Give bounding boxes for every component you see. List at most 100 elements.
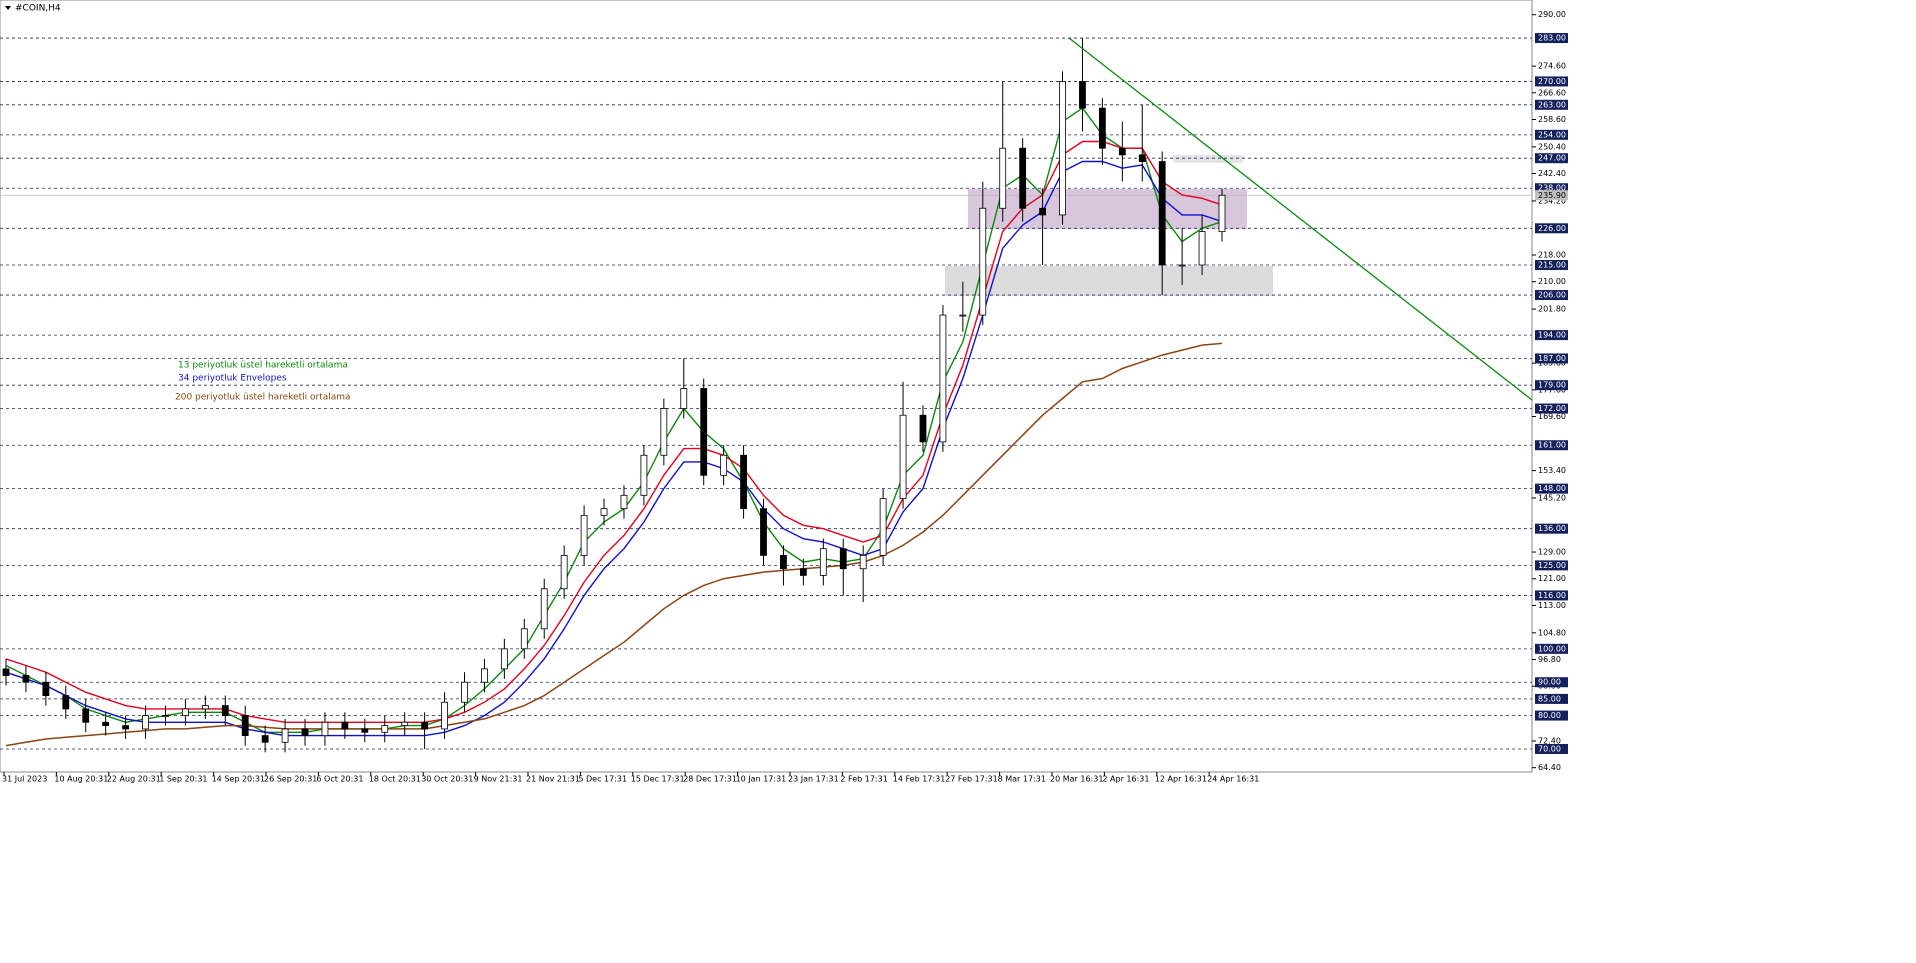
- candle-body: [1039, 207, 1046, 216]
- y-tick-label: 145.20: [1538, 493, 1566, 502]
- legend-entry: 34 periyotluk Envelopes: [178, 374, 287, 384]
- candle-body: [62, 695, 70, 710]
- level-label: 70.00: [1538, 744, 1561, 753]
- level-label-bg: [1535, 560, 1568, 571]
- level-label: 85.00: [1538, 694, 1561, 703]
- x-tick-label: 20 Mar 16:31: [1050, 775, 1103, 784]
- menu-arrow: [5, 6, 11, 10]
- level-label-bg: [1535, 403, 1568, 414]
- candle-body: [241, 715, 249, 737]
- x-tick-label: 30 Oct 20:31: [421, 775, 473, 784]
- y-tick-label: 258.60: [1538, 115, 1566, 124]
- candle-body: [700, 388, 708, 476]
- x-tick-label: 2 Apr 16:31: [1102, 775, 1149, 784]
- x-tick-label: 24 Apr 16:31: [1207, 775, 1259, 784]
- candle-body: [1178, 264, 1186, 267]
- x-tick-label: 12 Apr 16:31: [1155, 775, 1207, 784]
- y-tick-label: 290.00: [1538, 10, 1566, 19]
- x-tick-label: 21 Nov 21:31: [526, 775, 580, 784]
- level-label-bg: [1535, 590, 1568, 601]
- x-tick-label: 28 Dec 17:31: [683, 775, 737, 784]
- candle-body: [540, 588, 548, 630]
- level-label: 179.00: [1538, 381, 1566, 390]
- x-tick-label: 2 Feb 17:31: [840, 775, 887, 784]
- y-tick-label: 121.00: [1538, 574, 1566, 583]
- zone: [1173, 155, 1243, 163]
- level-label: 238.00: [1538, 184, 1566, 193]
- x-tick-label: 10 Aug 20:31: [54, 775, 108, 784]
- y-tick-label: 218.00: [1538, 250, 1566, 259]
- level-label: 215.00: [1538, 261, 1566, 270]
- candle-body: [1098, 107, 1106, 149]
- level-label: 263.00: [1538, 100, 1566, 109]
- level-label: 247.00: [1538, 154, 1566, 163]
- level-label-bg: [1535, 380, 1568, 391]
- level-label-bg: [1535, 523, 1568, 534]
- level-label-bg: [1535, 330, 1568, 341]
- candle-body: [1059, 81, 1066, 216]
- level-label-bg: [1535, 710, 1568, 721]
- x-tick-label: 14 Feb 17:31: [893, 775, 945, 784]
- x-tick-label: 10 Jan 17:31: [736, 775, 787, 784]
- ma-line: [5, 342, 1223, 747]
- candle-body: [321, 721, 329, 737]
- candle-body: [481, 668, 488, 683]
- level-label: 172.00: [1538, 404, 1566, 413]
- candle-body: [799, 568, 807, 576]
- level-label-bg: [1535, 677, 1568, 688]
- y-tick-label: 250.40: [1538, 142, 1566, 151]
- candle-body: [899, 414, 907, 500]
- level-label: 270.00: [1538, 77, 1566, 86]
- candle-body: [1019, 147, 1027, 209]
- y-tick-label: 169.60: [1538, 412, 1566, 421]
- ma-line: [5, 160, 1223, 737]
- candle-body: [859, 554, 867, 570]
- candle-body: [221, 705, 229, 716]
- level-label-bg: [1535, 33, 1568, 44]
- candle-body: [301, 728, 309, 737]
- candle-body: [620, 494, 628, 510]
- candle-body: [341, 721, 349, 730]
- candle-body: [1218, 194, 1226, 233]
- x-tick-label: 15 Dec 17:31: [631, 775, 685, 784]
- candle-body: [381, 725, 389, 733]
- y-tick-label: 242.40: [1538, 169, 1566, 178]
- x-tick-label: 14 Sep 20:31: [212, 775, 265, 784]
- level-label-bg: [1535, 440, 1568, 451]
- level-label: 283.00: [1538, 34, 1566, 43]
- level-label-bg: [1535, 129, 1568, 140]
- candle-body: [142, 715, 149, 730]
- candle-body: [441, 701, 448, 730]
- chart-title: #COIN,H4: [15, 4, 61, 14]
- candle-body: [1079, 81, 1086, 109]
- x-tick-label: 18 Oct 20:31: [369, 775, 421, 784]
- x-tick-label: 9 Nov 21:31: [474, 775, 523, 784]
- x-tick-label: 27 Feb 17:31: [945, 775, 997, 784]
- x-tick-label: 6 Oct 20:31: [316, 775, 363, 784]
- level-label-bg: [1535, 153, 1568, 164]
- candle-body: [162, 715, 169, 717]
- level-label: 80.00: [1538, 711, 1561, 720]
- candle-body: [500, 648, 508, 670]
- candle-body: [1138, 154, 1146, 162]
- candle-body: [660, 408, 668, 456]
- x-tick-label: 5 Dec 17:31: [578, 775, 627, 784]
- zone: [945, 266, 1273, 296]
- candle-body: [122, 725, 130, 730]
- candle-body: [42, 681, 50, 696]
- candle-body: [780, 554, 787, 570]
- candle-body: [461, 681, 468, 703]
- candle-body: [281, 728, 289, 743]
- y-tick-label: 64.40: [1538, 763, 1561, 772]
- y-tick-label: 153.40: [1538, 466, 1566, 475]
- trendline: [1068, 37, 1533, 401]
- candle-body: [760, 508, 767, 556]
- candle-body: [182, 708, 189, 716]
- level-label-bg: [1535, 260, 1568, 271]
- candle-body: [819, 548, 827, 576]
- current-price-bg: [1535, 190, 1568, 201]
- candle-body: [680, 388, 688, 409]
- y-tick-label: 201.80: [1538, 305, 1566, 314]
- level-label: 136.00: [1538, 524, 1566, 533]
